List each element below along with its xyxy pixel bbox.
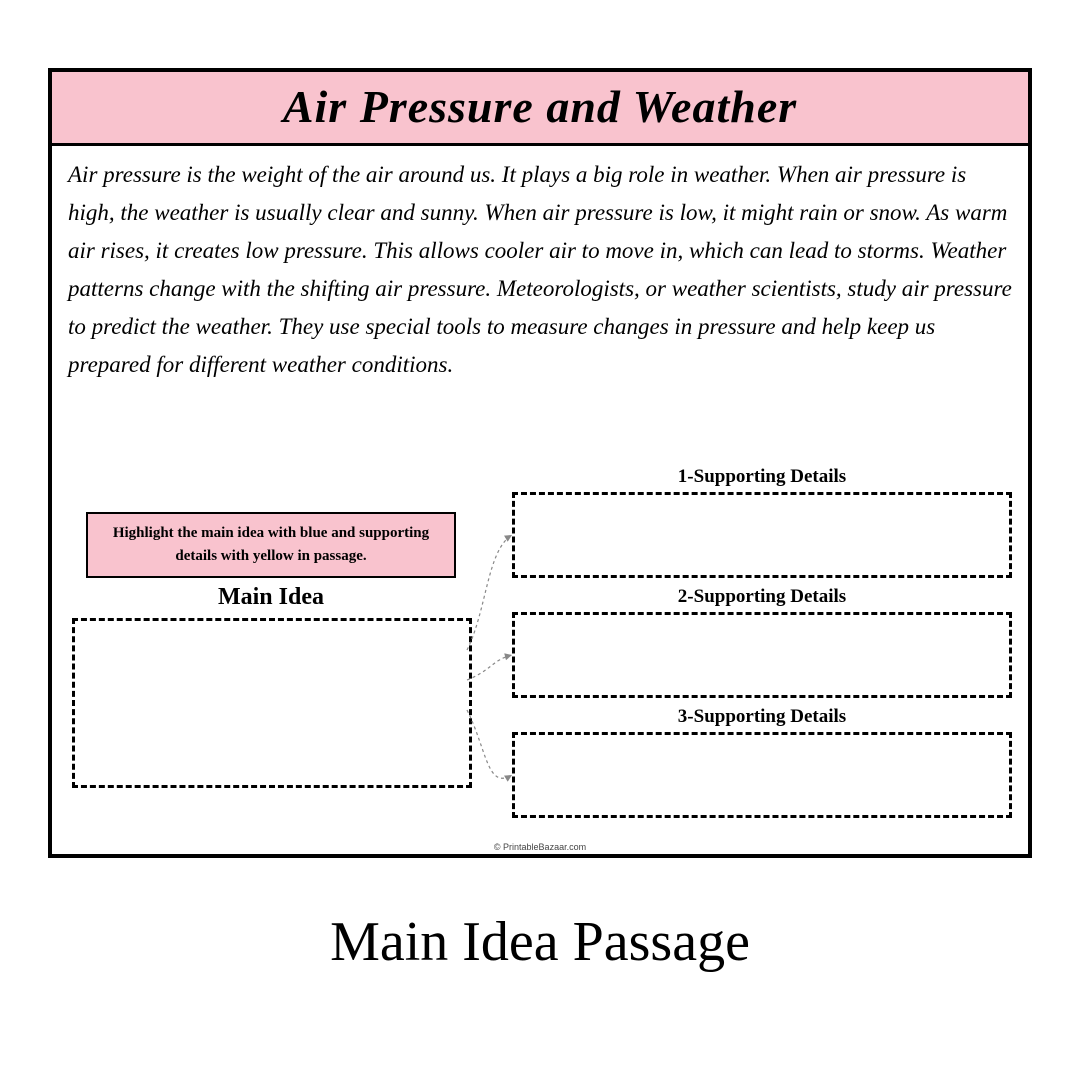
copyright-text: © PrintableBazaar.com xyxy=(52,842,1028,852)
detail-1-input-box[interactable] xyxy=(512,492,1012,578)
worksheet-frame: Air Pressure and Weather Air pressure is… xyxy=(48,68,1032,858)
title-bar: Air Pressure and Weather xyxy=(52,72,1028,146)
detail-1-label: 1-Supporting Details xyxy=(512,466,1012,488)
detail-3-input-box[interactable] xyxy=(512,732,1012,818)
instruction-box: Highlight the main idea with blue and su… xyxy=(86,512,456,578)
graphic-organizer: Highlight the main idea with blue and su… xyxy=(52,450,1028,840)
detail-2-label: 2-Supporting Details xyxy=(512,586,1012,608)
passage-text: Air pressure is the weight of the air ar… xyxy=(52,146,1028,384)
detail-3-label: 3-Supporting Details xyxy=(512,706,1012,728)
footer-title: Main Idea Passage xyxy=(0,910,1080,974)
main-idea-label: Main Idea xyxy=(86,584,456,611)
detail-2-input-box[interactable] xyxy=(512,612,1012,698)
main-idea-input-box[interactable] xyxy=(72,618,472,788)
worksheet-title: Air Pressure and Weather xyxy=(52,80,1028,133)
